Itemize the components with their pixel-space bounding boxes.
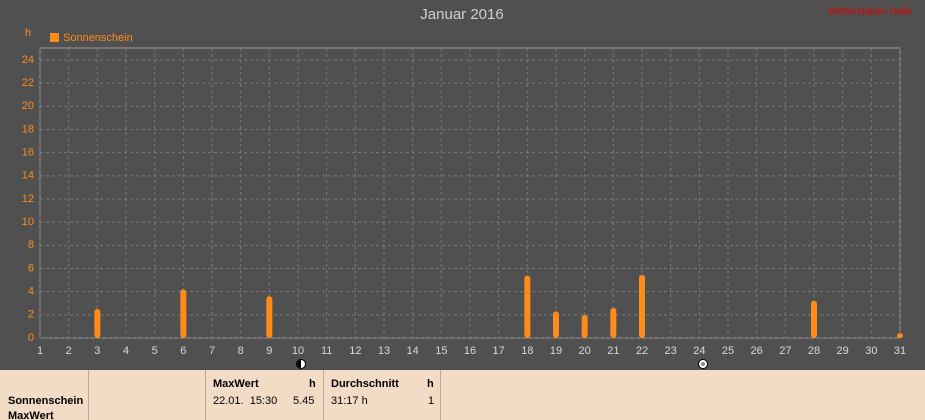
col-header: MaxWert xyxy=(213,378,259,390)
y-tick-label: 24 xyxy=(22,54,34,66)
x-tick-label: 25 xyxy=(722,345,734,357)
cell: 31:17 h xyxy=(331,395,368,407)
bar xyxy=(639,274,645,338)
col-header: Durchschnitt xyxy=(331,378,399,390)
x-tick-label: 24 xyxy=(693,345,705,357)
x-tick-label: 21 xyxy=(607,345,619,357)
x-tick-label: 27 xyxy=(779,345,791,357)
row-label: Sonnenschein xyxy=(8,395,84,407)
y-tick-label: 10 xyxy=(22,216,34,228)
x-tick-label: 22 xyxy=(636,345,648,357)
x-tick-label: 19 xyxy=(550,345,562,357)
y-tick-label: 14 xyxy=(22,170,34,182)
x-tick-label: 8 xyxy=(238,345,244,357)
x-tick-label: 31 xyxy=(894,345,906,357)
bar xyxy=(94,309,101,338)
y-tick-label: 12 xyxy=(22,193,34,205)
x-tick-label: 30 xyxy=(865,345,877,357)
moon-icon xyxy=(698,359,708,369)
x-tick-label: 28 xyxy=(808,345,820,357)
bar xyxy=(266,296,273,338)
x-tick-label: 2 xyxy=(66,345,72,357)
y-tick-label: 2 xyxy=(28,309,34,321)
x-tick-label: 26 xyxy=(751,345,763,357)
x-tick-label: 11 xyxy=(321,345,332,357)
bar xyxy=(180,289,187,338)
cell: 5.45 xyxy=(293,395,315,407)
x-tick-label: 14 xyxy=(407,345,419,357)
separator xyxy=(440,370,441,420)
x-tick-label: 13 xyxy=(378,345,390,357)
summary-table: Sonnenschein MaxWert MaxWert h 22.01. 15… xyxy=(0,370,925,420)
separator xyxy=(323,370,324,420)
col-unit: h xyxy=(427,378,434,390)
moon-icon xyxy=(296,359,306,369)
x-tick-label: 4 xyxy=(123,345,129,357)
y-tick-label: 18 xyxy=(22,123,34,135)
x-tick-label: 17 xyxy=(493,345,505,357)
x-tick-label: 5 xyxy=(152,345,158,357)
y-tick-label: 22 xyxy=(22,77,34,89)
x-tick-label: 12 xyxy=(349,345,361,357)
legend-label: Sonnenschein xyxy=(63,32,133,44)
x-tick-label: 10 xyxy=(292,345,304,357)
x-tick-label: 3 xyxy=(94,345,100,357)
y-tick-label: 16 xyxy=(22,147,34,159)
x-tick-label: 23 xyxy=(665,345,677,357)
x-tick-label: 1 xyxy=(37,345,43,357)
col-unit: h xyxy=(309,378,316,390)
chart-title: Januar 2016 xyxy=(420,6,503,23)
y-tick-label: 4 xyxy=(28,286,34,298)
x-tick-label: 16 xyxy=(464,345,476,357)
legend-swatch xyxy=(50,33,59,42)
bar xyxy=(581,314,588,338)
bar xyxy=(553,311,559,338)
x-tick-label: 20 xyxy=(579,345,591,357)
x-tick-label: 15 xyxy=(435,345,447,357)
y-tick-label: 0 xyxy=(28,332,34,344)
y-tick-label: 8 xyxy=(28,239,34,251)
y-tick-label: 6 xyxy=(28,262,34,274)
bar xyxy=(610,307,617,338)
separator xyxy=(205,370,206,420)
x-tick-label: 7 xyxy=(209,345,215,357)
chart: Januar 2016 Wetterstation Halle h 024681… xyxy=(22,6,913,369)
station-label: Wetterstation Halle xyxy=(828,7,913,18)
separator xyxy=(88,370,89,420)
y-tick-label: 20 xyxy=(22,100,34,112)
bar xyxy=(897,333,903,338)
y-axis-label: h xyxy=(25,27,31,39)
x-tick-label: 29 xyxy=(837,345,849,357)
cell: 1 xyxy=(428,395,435,407)
x-tick-label: 18 xyxy=(521,345,533,357)
grid xyxy=(39,48,901,339)
cell: 22.01. 15:30 xyxy=(213,395,278,407)
row-label: MaxWert xyxy=(8,410,54,420)
x-tick-label: 9 xyxy=(266,345,272,357)
x-tick-label: 6 xyxy=(180,345,186,357)
bar xyxy=(811,300,817,338)
bar xyxy=(524,275,531,338)
